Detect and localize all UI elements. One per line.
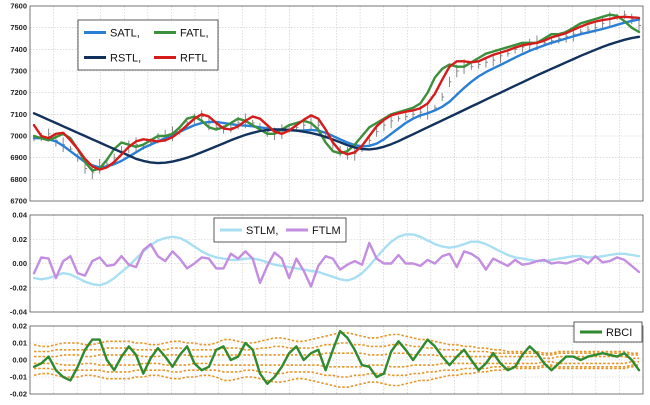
y-tick-label: 0.02 bbox=[12, 235, 27, 244]
y-tick-label: 7200 bbox=[10, 88, 27, 97]
legend-label-fatl: FATL, bbox=[180, 28, 209, 40]
legend-box bbox=[77, 19, 219, 71]
legend-label-ftlm: FTLM bbox=[312, 225, 341, 237]
y-tick-label: 0.00 bbox=[12, 259, 27, 268]
legend: STLM, FTLM bbox=[213, 217, 347, 243]
y-tick-label: 0.00 bbox=[12, 356, 27, 365]
legend: RBCI bbox=[573, 321, 643, 343]
legend-label-satl: SATL, bbox=[110, 28, 140, 40]
plot-content bbox=[32, 10, 641, 180]
y-tick-label: 0.04 bbox=[12, 211, 27, 220]
y-tick-label: 6800 bbox=[10, 175, 27, 184]
series-line-ftlm bbox=[32, 241, 641, 288]
y-tick-label: 7300 bbox=[10, 67, 27, 76]
band-line bbox=[33, 332, 639, 354]
plot-frame bbox=[29, 214, 644, 313]
series-line-satl bbox=[32, 18, 641, 169]
y-tick-label: 7600 bbox=[10, 2, 27, 11]
plot-frame bbox=[29, 325, 644, 395]
legend-label-rstl: RSTL, bbox=[110, 53, 141, 65]
band-line bbox=[34, 364, 639, 378]
y-tick-label: 7400 bbox=[10, 45, 27, 54]
y-tick-label: 7000 bbox=[10, 132, 27, 141]
y-tick-label: 7500 bbox=[10, 23, 27, 32]
series-line-rbci bbox=[32, 329, 641, 385]
legend-box bbox=[573, 321, 643, 343]
y-tick-label: 0.02 bbox=[12, 322, 27, 331]
y-tick-label: -0.04 bbox=[10, 308, 28, 317]
y-tick-label: -0.02 bbox=[10, 390, 27, 399]
grid bbox=[30, 6, 643, 201]
plot-content bbox=[32, 329, 641, 388]
legend-label-stlm: STLM, bbox=[246, 225, 278, 237]
y-tick-label: 6700 bbox=[10, 197, 27, 206]
plot-frame bbox=[29, 5, 644, 202]
legend-label-rftl: RFTL bbox=[180, 53, 208, 65]
legend-label-rbci: RBCI bbox=[606, 327, 632, 339]
series-line-rftl bbox=[32, 15, 641, 171]
y-tick-label: -0.02 bbox=[10, 283, 27, 292]
band-line bbox=[33, 366, 639, 388]
panel-2: 0.04 0.02 0.00 -0.02 -0.04 STLM, FTLM bbox=[10, 211, 644, 317]
y-tick-label: 7100 bbox=[10, 110, 27, 119]
panel-3: 0.02 0.01 0.00 -0.01 -0.02 RBCI bbox=[10, 321, 644, 399]
band-line bbox=[34, 360, 639, 368]
y-tick-label: 6900 bbox=[10, 153, 27, 162]
panel-1: 7600 7500 7400 7300 7200 7100 7000 6900 6800 6700… bbox=[10, 2, 644, 206]
y-tick-label: -0.01 bbox=[10, 373, 27, 382]
y-tick-label: 0.01 bbox=[12, 339, 27, 348]
series-line-rstl bbox=[32, 35, 641, 165]
legend: SATL, FATL, RSTL, RFTL bbox=[77, 19, 219, 71]
plot-content bbox=[32, 233, 641, 288]
